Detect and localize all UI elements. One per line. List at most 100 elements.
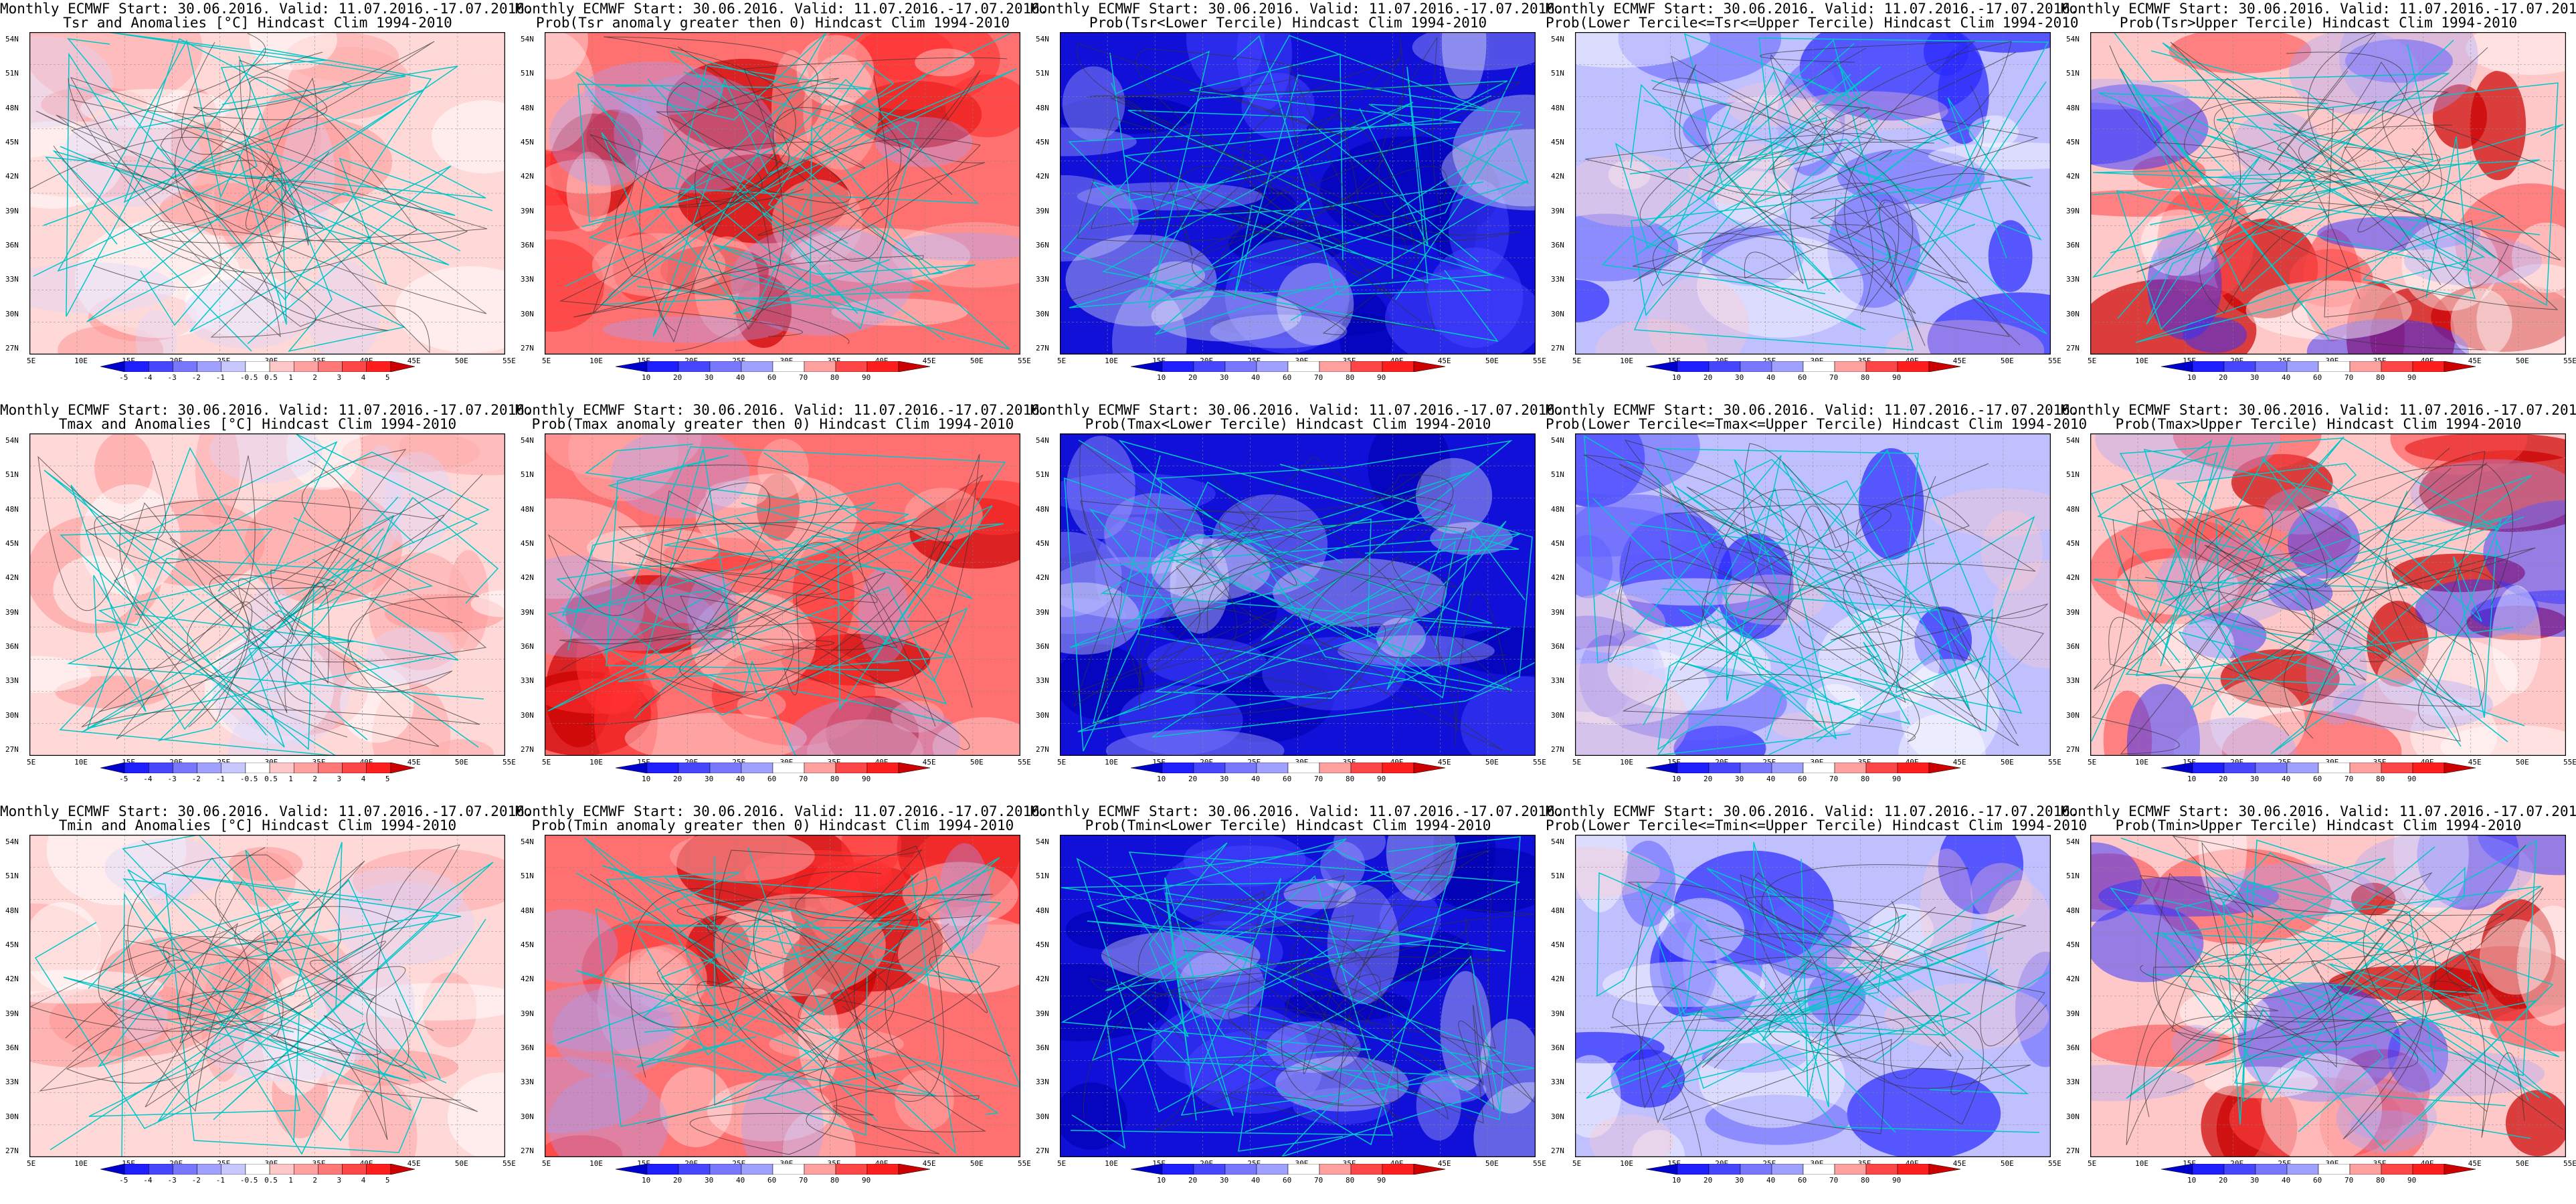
latitude-label: 39N (521, 206, 534, 215)
latitude-label: 42N (2066, 975, 2080, 984)
longitude-label: 10E (1620, 758, 1633, 767)
latitude-label: 42N (2066, 172, 2080, 181)
colorbar-label: 40 (2282, 1176, 2291, 1185)
colorbar-label: 80 (2376, 775, 2385, 783)
colorbar-label: 20 (2219, 775, 2228, 783)
longitude-label: 50E (2000, 357, 2014, 365)
latitude-label: 27N (5, 745, 19, 754)
colorbar (615, 1163, 931, 1175)
longitude-label: 10E (74, 758, 88, 767)
longitude-label: 45E (407, 1159, 421, 1168)
longitude-label: 55E (502, 758, 516, 767)
latitude-label: 39N (1036, 1009, 1049, 1018)
panel-title-line2: Prob(Tsr<Lower Tercile) Hindcast Clim 19… (1089, 15, 1487, 31)
panel-title-line2: Prob(Tmax>Upper Tercile) Hindcast Clim 1… (2115, 416, 2522, 432)
longitude-label: 55E (502, 1159, 516, 1168)
latitude-label: 42N (1036, 573, 1049, 583)
latitude-label: 42N (521, 573, 534, 583)
longitude-label: 5E (542, 357, 551, 365)
longitude-label: 45E (1952, 1159, 1966, 1168)
longitude-label: 50E (454, 357, 468, 365)
colorbar-label: 80 (1346, 1176, 1355, 1185)
panel-title-line1: Monthly ECMWF Start: 30.06.2016. Valid: … (515, 1, 1048, 17)
colorbar-label: -0.5 (240, 775, 258, 783)
longitude-label: 10E (2135, 357, 2148, 365)
latitude-label: 27N (521, 745, 534, 754)
latitude-label: 45N (5, 940, 19, 949)
panel-title-line1: Monthly ECMWF Start: 30.06.2016. Valid: … (1546, 1, 2079, 17)
colorbar-label: -4 (143, 1176, 153, 1185)
latitude-label: 45N (1036, 940, 1049, 949)
colorbar-label: 10 (1672, 775, 1681, 783)
colorbar-label: 70 (1829, 775, 1839, 783)
longitude-label: 5E (1057, 1159, 1067, 1168)
longitude-label: 5E (1572, 1159, 1582, 1168)
panel-title-line2: Prob(Tmax<Lower Tercile) Hindcast Clim 1… (1085, 416, 1491, 432)
colorbar-label: 90 (862, 775, 871, 783)
panel-title-line2: Prob(Tmin anomaly greater then 0) Hindca… (531, 817, 1014, 833)
latitude-label: 33N (521, 676, 534, 686)
latitude-label: 33N (2066, 275, 2080, 284)
longitude-label: 10E (74, 1159, 88, 1168)
colorbar-label: 40 (736, 1176, 745, 1185)
colorbar-label: -2 (191, 1176, 201, 1185)
latitude-label: 54N (2066, 436, 2080, 445)
colorbar-label: 40 (1251, 1176, 1261, 1185)
colorbar-label: 4 (361, 373, 366, 382)
colorbar-label: -3 (167, 373, 177, 382)
colorbar-label: 60 (1283, 373, 1292, 382)
latitude-label: 36N (521, 241, 534, 249)
map-panel: Monthly ECMWF Start: 30.06.2016. Valid: … (515, 803, 1048, 1204)
colorbar-label: 30 (1220, 1176, 1229, 1185)
latitude-label: 42N (1036, 975, 1049, 984)
latitude-label: 39N (1036, 206, 1049, 215)
colorbar-label: -4 (143, 775, 153, 783)
longitude-label: 55E (1533, 357, 1546, 365)
map-canvas (2090, 835, 2566, 1157)
latitude-label: 39N (5, 607, 19, 617)
panel-title-line1: Monthly ECMWF Start: 30.06.2016. Valid: … (1546, 803, 2079, 819)
latitude-label: 27N (2066, 745, 2080, 754)
colorbar-label: -4 (143, 373, 153, 382)
colorbar-label: 80 (1346, 775, 1355, 783)
colorbar-label: 20 (1704, 373, 1713, 382)
map-area (545, 433, 1020, 756)
latitude-label: 54N (521, 436, 534, 445)
latitude-label: 39N (1551, 607, 1564, 617)
longitude-label: 10E (1105, 1159, 1118, 1168)
colorbar (1130, 361, 1446, 373)
latitude-label: 54N (2066, 35, 2080, 43)
colorbar-label: -5 (119, 775, 128, 783)
latitude-label: 33N (521, 275, 534, 284)
colorbar-label: 20 (1704, 1176, 1713, 1185)
map-canvas (29, 32, 505, 355)
latitude-label: 39N (1551, 206, 1564, 215)
colorbar-label: 90 (1892, 775, 1902, 783)
latitude-label: 33N (5, 676, 19, 686)
panel-title-line2: Tmax and Anomalies [°C] Hindcast Clim 19… (58, 416, 457, 432)
map-panel: Monthly ECMWF Start: 30.06.2016. Valid: … (0, 401, 533, 803)
latitude-label: 54N (1551, 436, 1564, 445)
colorbar-label: 80 (2376, 373, 2385, 382)
colorbar-label: 10 (1157, 775, 1166, 783)
panel-title-line1: Monthly ECMWF Start: 30.06.2016. Valid: … (515, 402, 1048, 418)
colorbar-label: 30 (2250, 373, 2260, 382)
latitude-label: 54N (1036, 35, 1049, 43)
longitude-label: 55E (2563, 1159, 2576, 1168)
panel-title-line2: Prob(Lower Tercile<=Tmin<=Upper Tercile)… (1546, 817, 2088, 833)
latitude-label: 33N (1551, 676, 1564, 686)
map-area (29, 433, 505, 756)
latitude-label: 27N (1551, 344, 1564, 353)
latitude-label: 27N (1036, 745, 1049, 754)
panel-title-line1: Monthly ECMWF Start: 30.06.2016. Valid: … (0, 1, 533, 17)
latitude-label: 48N (5, 906, 19, 915)
colorbar-label: 90 (1377, 373, 1386, 382)
colorbar-label: 90 (1892, 373, 1902, 382)
longitude-label: 10E (1620, 1159, 1633, 1168)
latitude-label: 39N (2066, 607, 2080, 617)
colorbar-label: 90 (2407, 373, 2417, 382)
colorbar-label: 0.5 (264, 373, 278, 382)
longitude-label: 55E (1018, 758, 1031, 767)
colorbar-label: 20 (673, 373, 682, 382)
latitude-label: 51N (2066, 470, 2080, 480)
